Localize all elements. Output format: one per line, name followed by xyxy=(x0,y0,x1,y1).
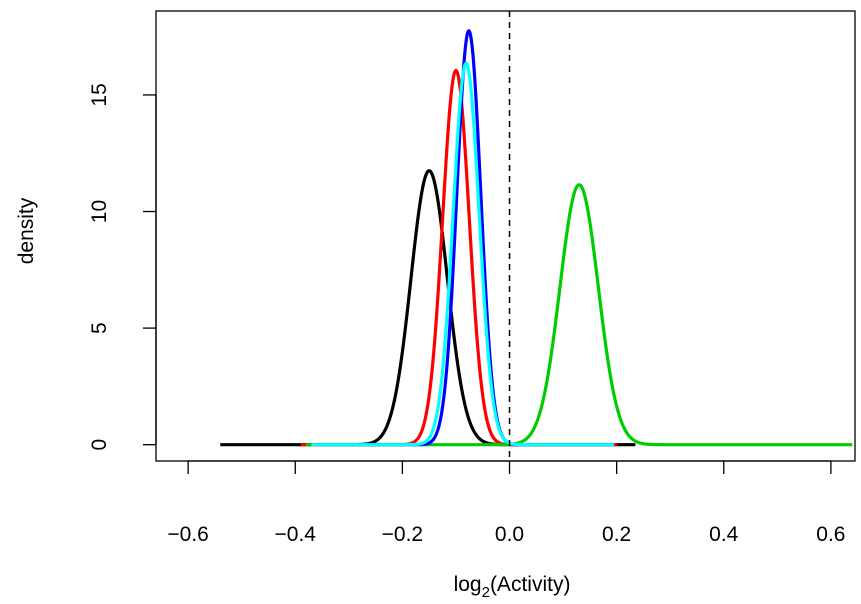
x-axis-label-rest: (Activity) xyxy=(490,573,571,596)
y-tick-label: 10 xyxy=(88,200,111,223)
x-tick-label: 0.0 xyxy=(495,523,524,546)
x-axis-label-base: log xyxy=(454,573,482,596)
x-tick-label: −0.2 xyxy=(382,523,423,546)
y-axis: 0 5 10 15 xyxy=(88,83,157,451)
plot-frame xyxy=(155,10,856,462)
y-tick-label: 5 xyxy=(88,322,111,334)
x-tick-label: 0.2 xyxy=(602,523,631,546)
density-series-5 xyxy=(310,61,615,447)
x-axis-label-subscript: 2 xyxy=(482,584,490,601)
y-axis-label: density xyxy=(15,197,38,264)
series-layer xyxy=(219,29,853,447)
x-axis: −0.6 −0.4 −0.2 0.0 0.2 0.4 0.6 xyxy=(167,460,845,546)
density-series-4 xyxy=(315,29,615,447)
x-tick-label: 0.4 xyxy=(709,523,739,546)
y-tick-label: 0 xyxy=(88,439,111,451)
x-tick-label: 0.6 xyxy=(816,523,845,546)
x-tick-label: −0.6 xyxy=(167,523,208,546)
y-tick-label: 15 xyxy=(88,83,111,106)
x-axis-label: log2(Activity) xyxy=(454,573,571,601)
density-series-3 xyxy=(305,183,853,447)
x-tick-label: −0.4 xyxy=(275,523,317,546)
